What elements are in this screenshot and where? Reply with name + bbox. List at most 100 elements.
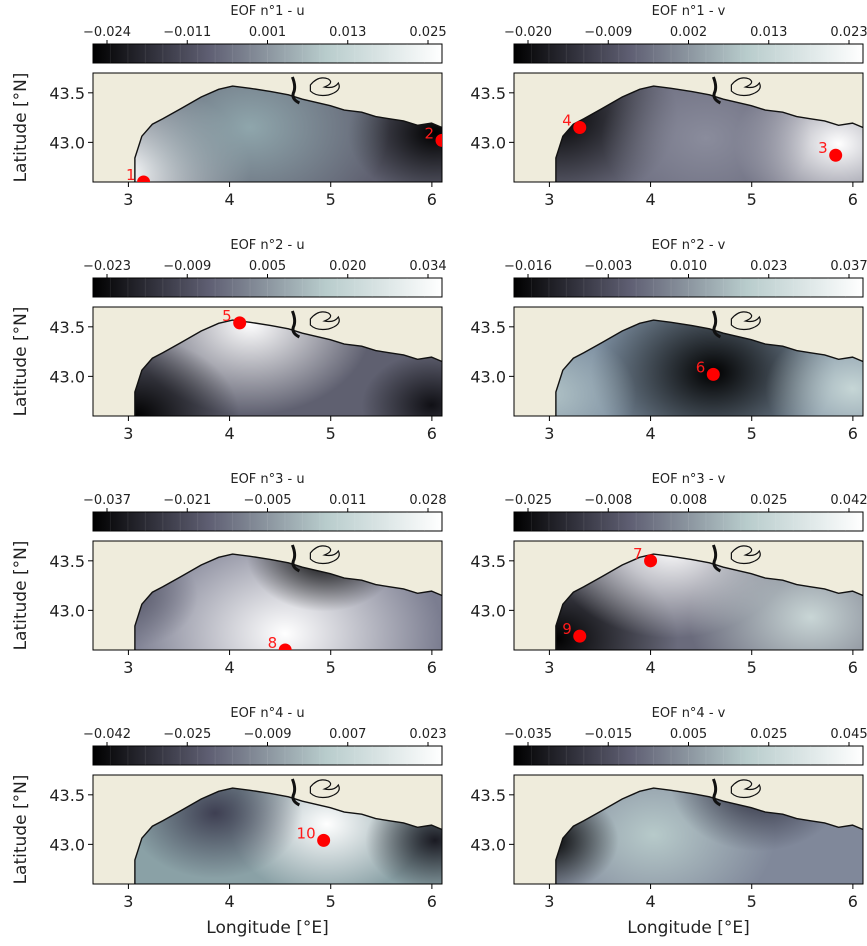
y-tick-label: 43.0 [470,835,506,854]
x-tick-label: 5 [747,424,757,443]
marker-label: 1 [126,166,136,184]
y-tick-label: 43.5 [470,552,506,571]
x-tick-label: 3 [123,658,133,677]
lagoon [309,77,340,97]
colorbar-tick-label: 0.037 [830,259,867,274]
x-tick-label: 5 [326,190,336,209]
panel-title: EOF n°2 - u [230,238,304,253]
y-tick-label: 43.5 [49,84,85,103]
colorbar-tick-label: −0.003 [584,259,632,274]
axes-frame [513,72,864,183]
colorbar-tick-label: 0.023 [750,259,787,274]
panel-title: EOF n°1 - v [652,4,726,19]
panel-1: EOF n°1 - u −0.024 −0.011 0.001 0.013 0.025 3 4… [11,4,447,209]
coastline [555,787,864,884]
colorbar-tick-label: 0.005 [249,259,286,274]
colorbar-tick-label: −0.021 [163,493,211,508]
colorbar-tick-label: 0.020 [329,259,366,274]
colorbar-tick-label: −0.009 [243,727,291,742]
axes-frame [92,72,443,183]
y-tick-label: 43.5 [49,786,85,805]
axes-frame [513,540,864,651]
colorbar: −0.042 −0.025 −0.009 0.007 0.023 [83,727,447,766]
x-tick-label: 5 [747,658,757,677]
coastline [555,319,864,416]
lagoon [309,311,340,331]
colorbar: −0.020 −0.009 0.002 0.013 0.023 [504,25,867,64]
marker-label: 5 [222,307,232,325]
colorbar-tick-label: 0.025 [750,493,787,508]
colorbar-tick-label: −0.015 [584,727,632,742]
axes-frame [513,774,864,885]
lagoon [730,77,761,97]
panel-title: EOF n°3 - u [230,472,304,487]
colorbar-tick-label: −0.005 [243,493,291,508]
marker-label: 10 [297,824,316,842]
x-axis-label: Longitude [°E] [627,918,749,938]
colorbar-tick-label: −0.025 [504,493,552,508]
marker-7 [644,554,658,568]
x-tick-label: 6 [427,658,437,677]
rhone-river [711,76,722,105]
colorbar-tick-label: −0.037 [83,493,131,508]
x-tick-label: 6 [427,190,437,209]
axes-frame [92,306,443,417]
x-tick-label: 3 [123,892,133,911]
colorbar-tick-label: 0.005 [670,727,707,742]
x-tick-label: 4 [645,190,655,209]
panel-title: EOF n°3 - v [652,472,726,487]
map-axes: 3 4 5 6 43.5 43.0 8 [49,540,443,677]
panel-title: EOF n°4 - v [652,706,726,721]
coastline [134,787,443,884]
lagoon [730,545,761,565]
rhone-river [711,778,722,807]
rhone-river [290,310,301,339]
axes-frame [92,540,443,651]
marker-label: 4 [562,112,572,130]
x-tick-label: 3 [123,190,133,209]
lagoon [309,779,340,799]
map-axes: 3 4 5 6 43.5 43.0 4 3 [470,72,864,209]
sea-field [555,554,863,650]
y-tick-label: 43.5 [470,786,506,805]
marker-dot [137,175,151,182]
coastline [555,85,864,182]
marker-5 [233,316,247,330]
x-tick-label: 3 [123,424,133,443]
colorbar-tick-label: 0.013 [329,25,366,40]
panel-3: EOF n°2 - u −0.023 −0.009 0.005 0.020 0.034 3 4… [11,238,447,443]
y-tick-label: 43.0 [49,367,85,386]
colorbar-tick-label: 0.034 [409,259,446,274]
sea-field [555,788,863,884]
colorbar-tick-label: 0.011 [329,493,366,508]
rhone-river [711,544,722,573]
x-tick-label: 5 [326,658,336,677]
map-axes: 3 4 5 6 43.5 43.0 6 [470,306,864,443]
marker-label: 8 [268,634,278,652]
map-axes: 3 4 5 6 43.5 43.0 1 2 [49,72,443,209]
panel-title: EOF n°2 - v [652,238,726,253]
y-tick-label: 43.5 [470,84,506,103]
map-axes: 3 4 5 6 43.5 43.0 5 [49,306,443,443]
colorbar-tick-label: 0.025 [409,25,446,40]
colorbar-tick-label: −0.042 [83,727,131,742]
y-tick-label: 43.0 [49,601,85,620]
y-tick-label: 43.0 [470,367,506,386]
x-tick-label: 4 [224,658,234,677]
marker-dot [278,643,292,650]
marker-dot [233,316,247,330]
y-tick-label: 43.0 [470,133,506,152]
colorbar: −0.016 −0.003 0.010 0.023 0.037 [504,259,867,298]
colorbar-tick-label: −0.016 [504,259,552,274]
colorbar-tick-label: −0.025 [163,727,211,742]
colorbar-tick-label: 0.013 [750,25,787,40]
lagoon [730,779,761,799]
colorbar: −0.035 −0.015 0.005 0.025 0.045 [504,727,867,766]
marker-dot [435,133,442,147]
panel-2: EOF n°1 - v −0.020 −0.009 0.002 0.013 0.023 3 4… [470,4,867,209]
colorbar-tick-label: −0.020 [504,25,552,40]
colorbar-tick-label: 0.010 [670,259,707,274]
x-tick-label: 4 [645,658,655,677]
marker-label: 9 [562,620,572,638]
